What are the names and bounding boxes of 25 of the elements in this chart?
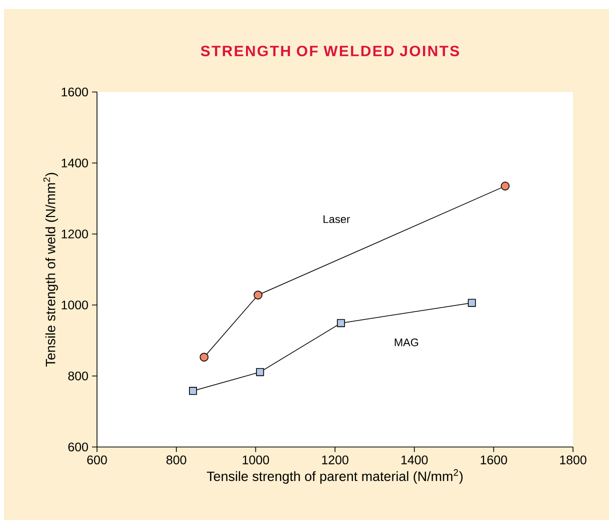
x-tick-label: 1000 [242,456,270,464]
x-tick-label: 1600 [480,456,508,464]
point [254,290,262,300]
x-tick-label: 1800 [560,456,586,464]
x-axis-title: Tensile strength of parent material (N/mm$^{2}$) [206,469,463,484]
y-tick-label: 600 [68,442,88,452]
x-tick-label: 1400 [401,456,428,464]
point [336,319,345,328]
y-tick-label: 1600 [62,88,88,96]
chart-title: STRENGTH OF WELDED JOINTS [200,46,460,56]
y-axis-title: Tensile strength of weld (N/mm$^{2}$) [43,172,58,367]
point [468,298,476,307]
text: MAG [394,338,418,346]
point [200,352,209,362]
y-tick-label: 800 [68,372,88,380]
point [189,386,197,395]
point [500,182,510,190]
x-tick-label: 1200 [322,456,348,464]
y-tick-label: 1000 [62,300,88,310]
x-tick-label: 800 [166,456,186,464]
y-tick-label: 1200 [62,230,88,238]
point [256,368,264,376]
y-tick-label: 1400 [62,158,88,168]
x-tick-label: 600 [87,456,107,464]
text: Laser [324,215,350,224]
